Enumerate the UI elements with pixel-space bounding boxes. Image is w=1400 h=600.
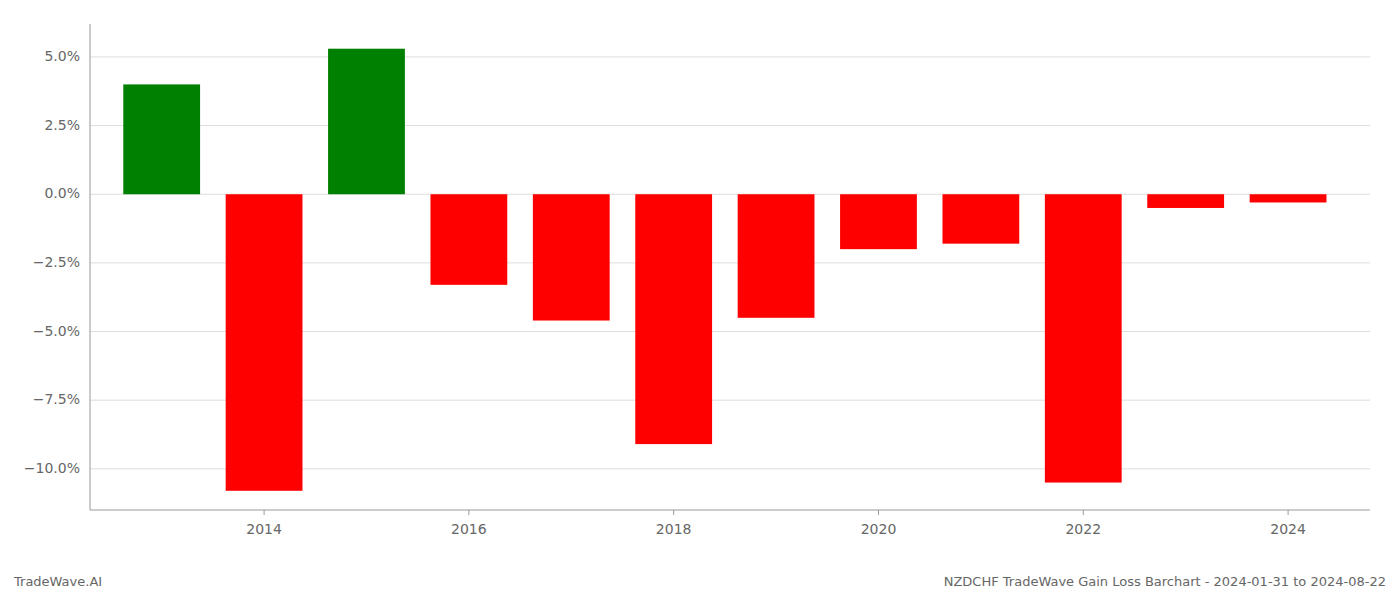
y-axis-line [90,24,91,510]
bar [840,194,917,249]
bar [226,194,303,491]
chart-container: −10.0% −7.5% −5.0% −2.5% 0.0% 2.5% 5.0% 2014 201… [0,0,1400,600]
grid-line [90,125,1370,126]
x-axis-line [90,510,1370,511]
bar [430,194,507,285]
bar [1250,194,1327,202]
y-tick-label: 5.0% [44,48,80,64]
x-tick [264,510,265,515]
x-tick-label: 2024 [1270,521,1306,537]
x-tick-label: 2022 [1065,521,1101,537]
x-tick [673,510,674,515]
x-tick [1083,510,1084,515]
footer-annotation: NZDCHF TradeWave Gain Loss Barchart - 20… [944,574,1386,589]
bar [635,194,712,444]
y-tick-label: 2.5% [44,117,80,133]
bar [738,194,815,318]
x-tick [878,510,879,515]
grid-line [90,56,1370,57]
y-tick-label: 0.0% [44,185,80,201]
bars [123,49,1326,491]
y-tick-label: −7.5% [33,391,80,407]
y-tick-label: −5.0% [33,323,80,339]
bar [1045,194,1122,482]
bar [123,84,200,194]
background [0,0,1400,600]
x-tick [468,510,469,515]
bar [942,194,1019,243]
x-tick-label: 2014 [246,521,282,537]
bar [533,194,610,320]
y-tick-label: −10.0% [24,460,80,476]
chart-svg: −10.0% −7.5% −5.0% −2.5% 0.0% 2.5% 5.0% 2014 201… [0,0,1400,600]
footer-annotation: TradeWave.AI [13,574,102,589]
x-tick-label: 2018 [656,521,692,537]
x-tick-label: 2016 [451,521,487,537]
y-tick-label: −2.5% [33,254,80,270]
bar [1147,194,1224,208]
x-tick [1288,510,1289,515]
bar [328,49,405,195]
x-tick-label: 2020 [861,521,897,537]
